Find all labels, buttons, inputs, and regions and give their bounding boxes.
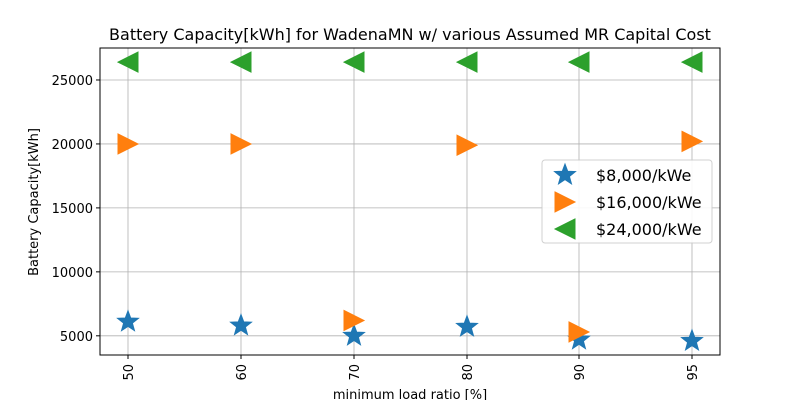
legend-label: $24,000/kWe bbox=[596, 220, 702, 239]
axis-ticks: 50 60 70 80 90 95 5000 10000 15000 20000 25000 bbox=[52, 74, 701, 381]
data-point bbox=[343, 309, 366, 332]
x-tick-label: 60 bbox=[235, 364, 250, 381]
y-tick-label: 5000 bbox=[60, 330, 93, 345]
data-point bbox=[229, 313, 253, 336]
y-tick-label: 15000 bbox=[52, 202, 93, 217]
data-point bbox=[229, 51, 252, 73]
x-tick-label: 70 bbox=[348, 364, 363, 381]
data-point bbox=[117, 133, 140, 155]
data-point bbox=[116, 51, 139, 73]
data-point bbox=[456, 134, 479, 157]
data-point bbox=[230, 133, 253, 155]
data-point bbox=[342, 323, 366, 346]
plot-frame bbox=[99, 47, 721, 356]
data-point bbox=[116, 309, 140, 332]
legend-marker bbox=[553, 218, 576, 240]
legend-label: $16,000/kWe bbox=[596, 193, 702, 212]
data-point bbox=[455, 314, 479, 337]
data-markers bbox=[116, 51, 704, 351]
x-tick-label: 80 bbox=[461, 364, 476, 381]
y-tick-label: 25000 bbox=[52, 74, 93, 89]
data-point bbox=[680, 51, 703, 73]
x-tick-label: 50 bbox=[122, 364, 137, 381]
data-point bbox=[681, 130, 704, 153]
legend-box bbox=[541, 159, 713, 244]
x-tick-label: 90 bbox=[573, 364, 588, 381]
data-point bbox=[568, 321, 591, 343]
data-point bbox=[567, 51, 590, 73]
data-point bbox=[680, 328, 704, 351]
legend-label: $8,000/kWe bbox=[596, 166, 691, 185]
legend-marker bbox=[554, 191, 577, 213]
legend-marker bbox=[553, 162, 577, 186]
legend: $8,000/kWe $16,000/kWe $24,000/kWe bbox=[541, 159, 713, 244]
chart-title: Battery Capacity[kWh] for WadenaMN w/ va… bbox=[109, 25, 711, 44]
x-tick-label: 95 bbox=[686, 364, 701, 381]
data-point bbox=[342, 51, 365, 73]
y-axis-label: Battery Capacity[kWh] bbox=[27, 128, 42, 276]
grid-lines bbox=[100, 48, 720, 355]
x-axis-label: minimum load ratio [%] bbox=[333, 388, 487, 400]
data-point bbox=[455, 51, 478, 73]
y-tick-label: 10000 bbox=[52, 266, 93, 281]
y-tick-label: 20000 bbox=[52, 138, 93, 153]
